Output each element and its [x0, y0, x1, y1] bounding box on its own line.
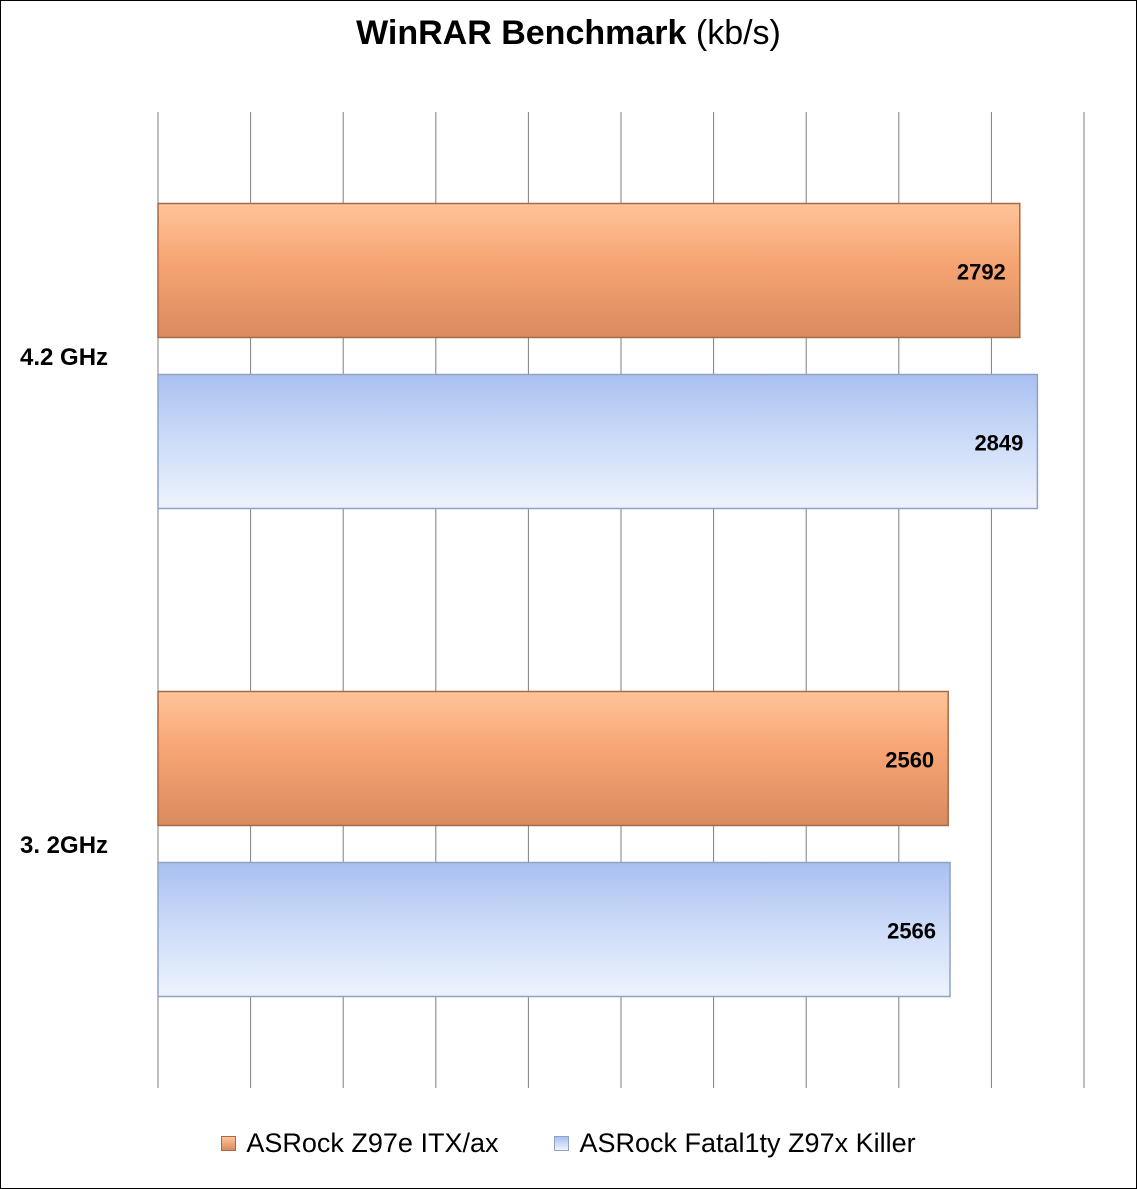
data-label: 2849 [974, 431, 1023, 456]
data-label: 2560 [885, 748, 934, 773]
labels: 2792 2849 4.2 GHz 2560 2566 3. 2GHz [20, 260, 1023, 944]
legend-swatch-series-2 [554, 1136, 570, 1151]
bar [157, 861, 951, 998]
legend-swatch-series-1 [221, 1136, 237, 1151]
legend-label-series-2: ASRock Fatal1ty Z97x Killer [579, 1128, 916, 1158]
data-label: 2792 [957, 260, 1006, 285]
chart-title-main: WinRAR Benchmark [356, 14, 687, 52]
legend-item-series-2: ASRock Fatal1ty Z97x Killer [554, 1128, 916, 1159]
bar [157, 690, 949, 827]
category-label: 4.2 GHz [20, 344, 108, 371]
data-label: 2566 [887, 919, 936, 944]
category-label: 3. 2GHz [20, 832, 108, 859]
bar [157, 373, 1039, 510]
legend-label-series-1: ASRock Z97e ITX/ax [246, 1128, 499, 1158]
legend-item-series-1: ASRock Z97e ITX/ax [221, 1128, 498, 1159]
bar [157, 202, 1021, 339]
legend: ASRock Z97e ITX/ax ASRock Fatal1ty Z97x … [0, 1128, 1137, 1159]
bars [157, 202, 1039, 998]
chart-title: WinRAR Benchmark (kb/s) [0, 14, 1137, 53]
chart-title-unit: (kb/s) [695, 14, 781, 52]
